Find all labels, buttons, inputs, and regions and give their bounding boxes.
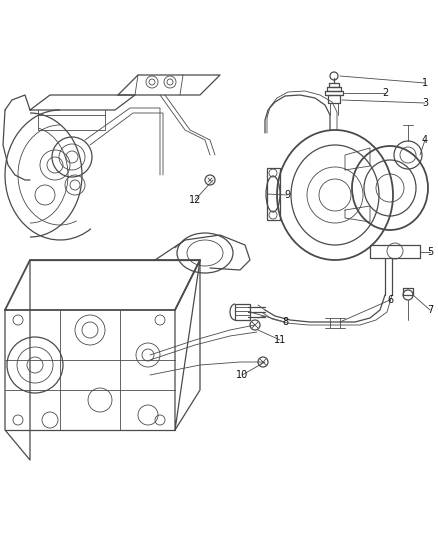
Text: 9: 9 <box>284 190 290 200</box>
Text: 4: 4 <box>422 135 428 145</box>
Text: 8: 8 <box>282 317 288 327</box>
Text: 2: 2 <box>382 88 388 98</box>
Text: 7: 7 <box>427 305 433 315</box>
Text: 1: 1 <box>422 78 428 88</box>
Text: 10: 10 <box>236 370 248 380</box>
Text: 6: 6 <box>387 295 393 305</box>
Text: 3: 3 <box>422 98 428 108</box>
Text: 11: 11 <box>274 335 286 345</box>
Text: 12: 12 <box>189 195 201 205</box>
Text: 5: 5 <box>427 247 433 257</box>
